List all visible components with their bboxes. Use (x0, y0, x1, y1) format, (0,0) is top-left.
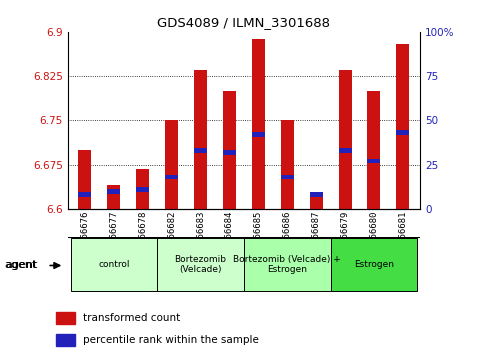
Bar (71, 238, 157, 291)
Bar (136, 169, 149, 209)
Bar (281, 120, 294, 209)
Bar (78, 150, 91, 209)
Bar (339, 70, 352, 209)
Bar (223, 150, 236, 155)
Text: Estrogen: Estrogen (354, 260, 394, 269)
Bar (136, 187, 149, 192)
Bar (368, 91, 381, 209)
Bar (368, 159, 381, 164)
Bar (397, 44, 410, 209)
Bar (339, 148, 352, 153)
Bar (310, 192, 323, 197)
Bar (157, 238, 244, 291)
Bar (107, 185, 120, 209)
Title: GDS4089 / ILMN_3301688: GDS4089 / ILMN_3301688 (157, 16, 330, 29)
Text: Bortezomib
(Velcade): Bortezomib (Velcade) (174, 255, 227, 274)
Bar (244, 238, 331, 291)
Text: transformed count: transformed count (83, 313, 180, 323)
Bar (194, 148, 207, 153)
Bar (165, 120, 178, 209)
Bar (223, 91, 236, 209)
Bar (56, 334, 75, 346)
Text: agent: agent (5, 261, 38, 270)
Text: agent: agent (5, 259, 37, 270)
Bar (165, 175, 178, 179)
Text: Bortezomib (Velcade) +
Estrogen: Bortezomib (Velcade) + Estrogen (233, 255, 341, 274)
Bar (107, 189, 120, 194)
Bar (56, 312, 75, 324)
Bar (331, 238, 417, 291)
Bar (78, 192, 91, 197)
Bar (252, 39, 265, 209)
Bar (194, 70, 207, 209)
Bar (310, 196, 323, 209)
Bar (252, 132, 265, 137)
Bar (281, 175, 294, 179)
Bar (397, 130, 410, 135)
Text: percentile rank within the sample: percentile rank within the sample (83, 335, 259, 346)
Text: control: control (98, 260, 129, 269)
